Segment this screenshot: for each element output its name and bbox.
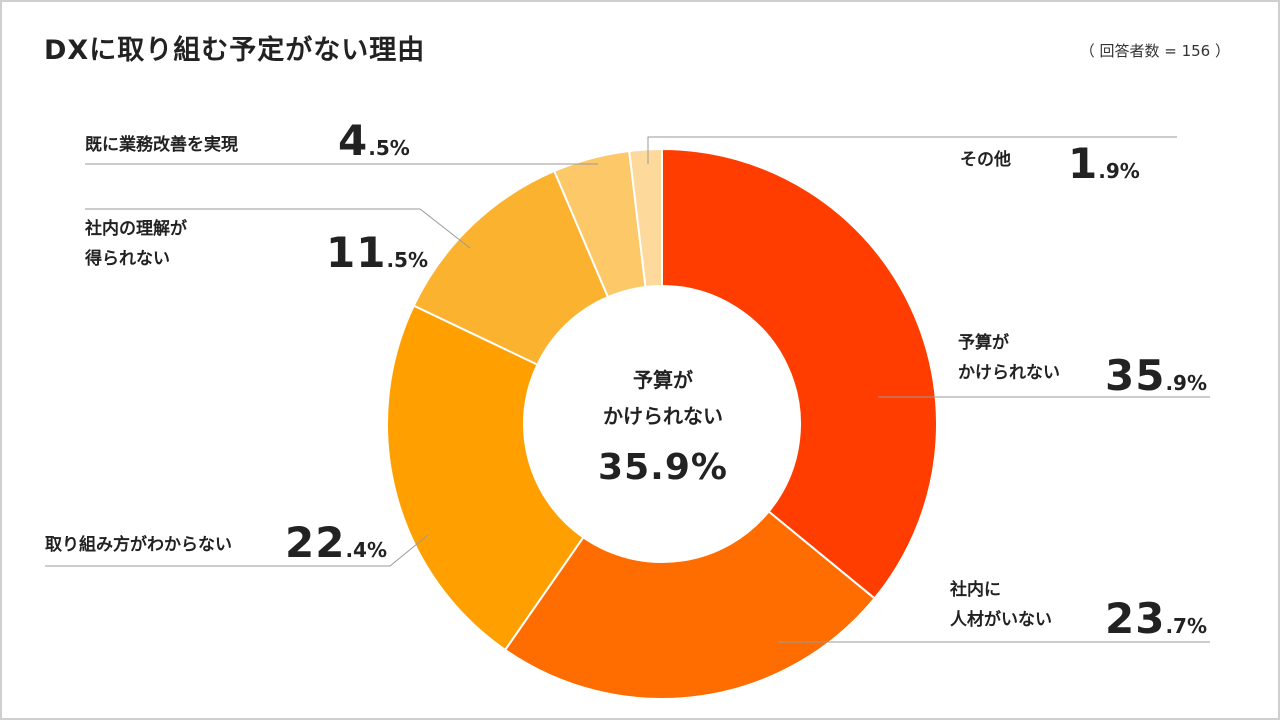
chart-title: DXに取り組む予定がない理由 [44, 35, 426, 66]
label-staff: 社内に 人材がいない [950, 575, 1052, 635]
label-howto-line1: 取り組み方がわからない [45, 535, 232, 555]
value-understand-int: 11 [326, 228, 387, 277]
center-label-line2: かけられない [603, 404, 723, 428]
value-budget: 35.9% [1105, 355, 1207, 397]
label-budget: 予算が かけられない [958, 328, 1060, 388]
label-already-line1: 既に業務改善を実現 [85, 135, 238, 155]
leader-line-howto [45, 534, 429, 567]
leader-line-other [647, 136, 1177, 164]
value-staff-int: 23 [1105, 594, 1166, 643]
value-budget-dec: .9% [1165, 371, 1208, 395]
value-howto-dec: .4% [345, 538, 388, 562]
center-label-line1: 予算が [633, 368, 693, 392]
value-already-dec: .5% [368, 136, 410, 160]
label-staff-line2: 人材がいない [950, 610, 1052, 630]
label-other: その他 [960, 145, 1011, 175]
value-already-int: 4 [338, 116, 369, 165]
label-staff-line1: 社内に [950, 580, 1001, 600]
donut-slices [386, 147, 938, 700]
respondent-count: （ 回答者数 = 156 ） [1079, 42, 1230, 60]
value-other-int: 1 [1068, 139, 1099, 188]
value-staff-dec: .7% [1165, 614, 1208, 638]
leader-lines [45, 136, 1210, 643]
slice-other [628, 147, 663, 289]
label-understand-line2: 得られない [85, 249, 170, 269]
value-budget-int: 35 [1105, 351, 1166, 400]
value-other-dec: .9% [1098, 159, 1140, 183]
value-understand: 11.5% [326, 232, 428, 274]
value-staff: 23.7% [1105, 598, 1207, 640]
value-understand-dec: .5% [386, 248, 429, 272]
slice-howto [386, 304, 585, 652]
label-understand-line1: 社内の理解が [85, 219, 187, 239]
slice-staff [503, 510, 877, 700]
label-budget-line1: 予算が [958, 333, 1009, 353]
value-other: 1.9% [1068, 143, 1140, 185]
value-howto-int: 22 [285, 518, 346, 567]
label-understand: 社内の理解が 得られない [85, 214, 187, 274]
label-howto: 取り組み方がわからない [45, 530, 232, 560]
label-other-line1: その他 [960, 150, 1011, 170]
donut-center: 予算が かけられない 35.9% [563, 362, 763, 488]
slice-budget [661, 147, 938, 600]
center-value: 35.9% [598, 447, 728, 488]
value-howto: 22.4% [285, 522, 387, 564]
label-already: 既に業務改善を実現 [85, 130, 238, 160]
value-already: 4.5% [338, 120, 410, 162]
label-budget-line2: かけられない [958, 363, 1060, 383]
leader-line-understand [85, 208, 471, 249]
